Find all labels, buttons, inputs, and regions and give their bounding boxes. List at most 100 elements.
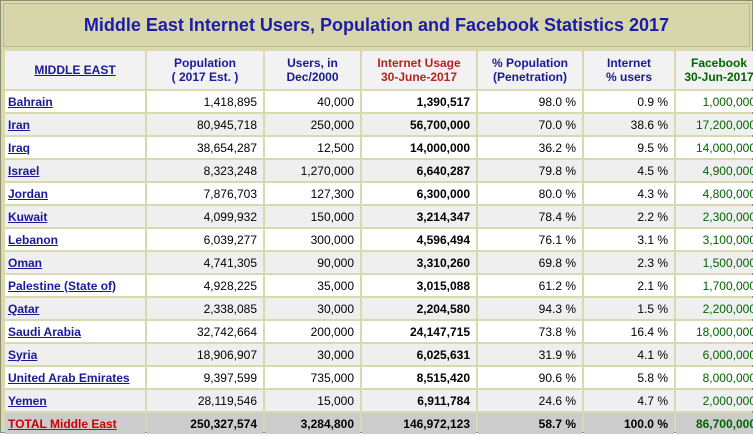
pct-users-cell: 4.3 % (584, 183, 674, 204)
population-cell: 28,119,546 (147, 390, 263, 411)
stats-table: MIDDLE EAST Population ( 2017 Est. ) Use… (3, 49, 753, 436)
country-link[interactable]: Saudi Arabia (8, 324, 81, 339)
pct-users-cell: 38.6 % (584, 114, 674, 135)
country-cell: United Arab Emirates (5, 367, 145, 388)
users2000-cell: 90,000 (265, 252, 360, 273)
facebook-cell: 6,000,000 (676, 344, 753, 365)
country-link[interactable]: Syria (8, 347, 38, 362)
facebook-cell: 18,000,000 (676, 321, 753, 342)
population-cell: 4,099,932 (147, 206, 263, 227)
header-facebook: Facebook 30-Jun-2017 (676, 51, 753, 89)
penetration-cell: 58.7 % (478, 413, 582, 434)
penetration-cell: 73.8 % (478, 321, 582, 342)
country-link[interactable]: Iraq (8, 140, 31, 155)
country-link[interactable]: Israel (8, 163, 40, 178)
pct-users-cell: 5.8 % (584, 367, 674, 388)
header-users2000-line1: Users, in (287, 56, 338, 70)
country-cell: Iraq (5, 137, 145, 158)
users2000-cell: 735,000 (265, 367, 360, 388)
country-cell: Kuwait (5, 206, 145, 227)
facebook-cell: 2,300,000 (676, 206, 753, 227)
facebook-cell: 17,200,000 (676, 114, 753, 135)
users2000-cell: 12,500 (265, 137, 360, 158)
usage-cell: 2,204,580 (362, 298, 476, 319)
pct-users-cell: 16.4 % (584, 321, 674, 342)
population-cell: 38,654,287 (147, 137, 263, 158)
header-usage-line1: Internet Usage (377, 56, 461, 70)
country-cell: Bahrain (5, 91, 145, 112)
facebook-cell: 2,200,000 (676, 298, 753, 319)
pct-users-cell: 4.5 % (584, 160, 674, 181)
country-link[interactable]: Lebanon (8, 232, 58, 247)
country-link[interactable]: Yemen (8, 393, 47, 408)
usage-cell: 1,390,517 (362, 91, 476, 112)
country-link[interactable]: Qatar (8, 301, 40, 316)
usage-cell: 6,025,631 (362, 344, 476, 365)
population-cell: 9,397,599 (147, 367, 263, 388)
country-link[interactable]: Jordan (8, 186, 49, 201)
country-link[interactable]: Palestine (State of) (8, 278, 117, 293)
pct-users-cell: 0.9 % (584, 91, 674, 112)
header-pct-users-line2: % users (605, 70, 653, 84)
total-row: TOTAL Middle East 250,327,574 3,284,800 146… (5, 413, 753, 434)
country-link[interactable]: Iran (8, 117, 31, 132)
country-link[interactable]: Kuwait (8, 209, 48, 224)
usage-cell: 4,596,494 (362, 229, 476, 250)
usage-cell: 6,640,287 (362, 160, 476, 181)
facebook-cell: 14,000,000 (676, 137, 753, 158)
users2000-cell: 30,000 (265, 344, 360, 365)
table-row: United Arab Emirates 9,397,599 735,000 8,51… (5, 367, 753, 388)
table-row: Jordan 7,876,703 127,300 6,300,000 80.0 % 4.3… (5, 183, 753, 204)
country-cell: Qatar (5, 298, 145, 319)
country-link[interactable]: TOTAL Middle East (8, 416, 117, 431)
header-population-line1: Population (174, 56, 236, 70)
header-population-line2: ( 2017 Est. ) (171, 70, 239, 84)
page-title: Middle East Internet Users, Population a… (3, 3, 750, 47)
table-row: Palestine (State of) 4,928,225 35,000 3,015… (5, 275, 753, 296)
header-pct-users-line1: Internet (606, 56, 651, 70)
table-row: Iran 80,945,718 250,000 56,700,000 70.0 % 38.… (5, 114, 753, 135)
penetration-cell: 80.0 % (478, 183, 582, 204)
users2000-cell: 3,284,800 (265, 413, 360, 434)
pct-users-cell: 4.1 % (584, 344, 674, 365)
pct-users-cell: 2.3 % (584, 252, 674, 273)
penetration-cell: 94.3 % (478, 298, 582, 319)
header-facebook-line1: Facebook (690, 56, 747, 70)
pct-users-cell: 9.5 % (584, 137, 674, 158)
table-row: Israel 8,323,248 1,270,000 6,640,287 79.8 % 4… (5, 160, 753, 181)
header-pct-users: Internet % users (584, 51, 674, 89)
country-cell: Iran (5, 114, 145, 135)
header-penetration-line1: % Population (492, 56, 568, 70)
facebook-cell: 86,700,000 (676, 413, 753, 434)
usage-cell: 3,214,347 (362, 206, 476, 227)
header-region[interactable]: MIDDLE EAST (5, 51, 145, 89)
pct-users-cell: 4.7 % (584, 390, 674, 411)
penetration-cell: 61.2 % (478, 275, 582, 296)
users2000-cell: 15,000 (265, 390, 360, 411)
country-cell: Oman (5, 252, 145, 273)
header-users2000: Users, in Dec/2000 (265, 51, 360, 89)
users2000-cell: 30,000 (265, 298, 360, 319)
users2000-cell: 35,000 (265, 275, 360, 296)
pct-users-cell: 2.2 % (584, 206, 674, 227)
table-row: Syria 18,906,907 30,000 6,025,631 31.9 % 4.1 … (5, 344, 753, 365)
usage-cell: 6,911,784 (362, 390, 476, 411)
penetration-cell: 36.2 % (478, 137, 582, 158)
users2000-cell: 250,000 (265, 114, 360, 135)
pct-users-cell: 3.1 % (584, 229, 674, 250)
facebook-cell: 2,000,000 (676, 390, 753, 411)
country-link[interactable]: Bahrain (8, 94, 53, 109)
population-cell: 32,742,664 (147, 321, 263, 342)
country-link[interactable]: Oman (8, 255, 43, 270)
country-cell: Palestine (State of) (5, 275, 145, 296)
country-link[interactable]: United Arab Emirates (8, 370, 130, 385)
usage-cell: 3,310,260 (362, 252, 476, 273)
header-usage: Internet Usage 30-June-2017 (362, 51, 476, 89)
population-cell: 4,928,225 (147, 275, 263, 296)
table-row: Yemen 28,119,546 15,000 6,911,784 24.6 % 4.7 … (5, 390, 753, 411)
table-row: Iraq 38,654,287 12,500 14,000,000 36.2 % 9.5 … (5, 137, 753, 158)
usage-cell: 56,700,000 (362, 114, 476, 135)
country-cell: Saudi Arabia (5, 321, 145, 342)
population-cell: 18,906,907 (147, 344, 263, 365)
